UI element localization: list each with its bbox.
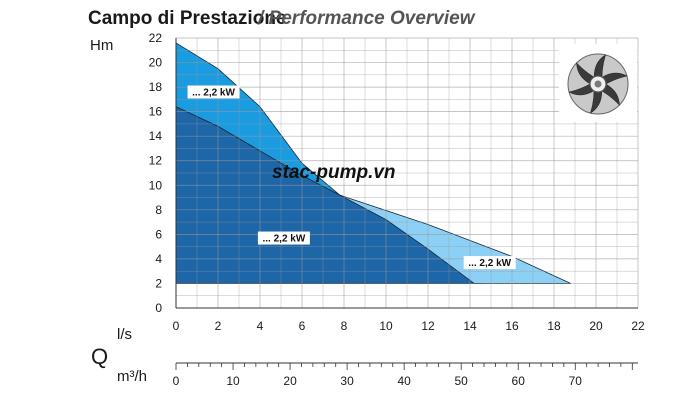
series-label-box — [187, 85, 240, 99]
chart-title: Campo di Prestazione — [88, 8, 287, 29]
y-tick-label: 14 — [149, 129, 163, 143]
x-tick-label: 0 — [173, 319, 180, 333]
chart-subtitle-text: Performance Overview — [269, 8, 476, 29]
x-tick-label: 8 — [341, 319, 348, 333]
x2-tick-label: 60 — [512, 374, 526, 388]
x2-tick-label: 20 — [283, 374, 297, 388]
x-tick-label: 6 — [299, 319, 306, 333]
chart-subtitle: / Performance Overview — [257, 8, 476, 29]
x2-axis-label: m³/h — [117, 368, 147, 385]
series-label: ... 2,2 kW — [468, 258, 511, 269]
y-tick-label: 22 — [149, 31, 163, 45]
watermark: stac-pump.vn — [272, 162, 396, 183]
series-labels: ... 2,2 kW ... 2,2 kW ... 2,2 kW — [187, 85, 516, 270]
y-tick-label: 16 — [149, 105, 163, 119]
x-tick-label: 16 — [505, 319, 519, 333]
grid-lines — [175, 37, 639, 309]
series-label-box — [257, 231, 310, 245]
x-tick-label: 22 — [631, 319, 645, 333]
impeller-icon — [559, 44, 637, 122]
x-tick-label: 2 — [215, 319, 222, 333]
x-tick-label: 10 — [379, 319, 393, 333]
axes: 0 2 4 6 8 10 12 14 16 18 20 22 0 2 4 6 8 10 12 14 16 18 20 22 0 1… — [149, 31, 645, 388]
y-tick-label: 20 — [149, 56, 163, 70]
x-tick-label: 4 — [257, 319, 264, 333]
y-tick-label: 4 — [155, 252, 162, 266]
x-tick-label: 14 — [463, 319, 477, 333]
y-tick-label: 18 — [149, 80, 163, 94]
y-tick-label: 8 — [155, 203, 162, 217]
series-label: ... 2,2 kW — [192, 88, 235, 99]
series-label: ... 2,2 kW — [263, 234, 306, 245]
x2-tick-label: 0 — [173, 374, 180, 388]
x2-tick-label: 40 — [397, 374, 411, 388]
x-tick-label: 18 — [547, 319, 561, 333]
impeller-shaft — [594, 80, 602, 88]
x2-tick-label: 50 — [455, 374, 469, 388]
secondary-axis-label: Q — [91, 344, 108, 369]
x2-tick-label: 10 — [226, 374, 240, 388]
x-axis-label: l/s — [117, 326, 132, 343]
y-tick-label: 0 — [155, 301, 162, 315]
y-tick-label: 6 — [155, 227, 162, 241]
y-tick-label: 2 — [155, 276, 162, 290]
y-tick-label: 12 — [149, 154, 163, 168]
x2-tick-label: 70 — [569, 374, 583, 388]
x2-tick-label: 30 — [340, 374, 354, 388]
x-tick-label: 20 — [589, 319, 603, 333]
x-tick-label: 12 — [421, 319, 435, 333]
y-tick-label: 10 — [149, 178, 163, 192]
series-label-box — [463, 256, 516, 270]
y-axis-label: Hm — [90, 37, 113, 54]
